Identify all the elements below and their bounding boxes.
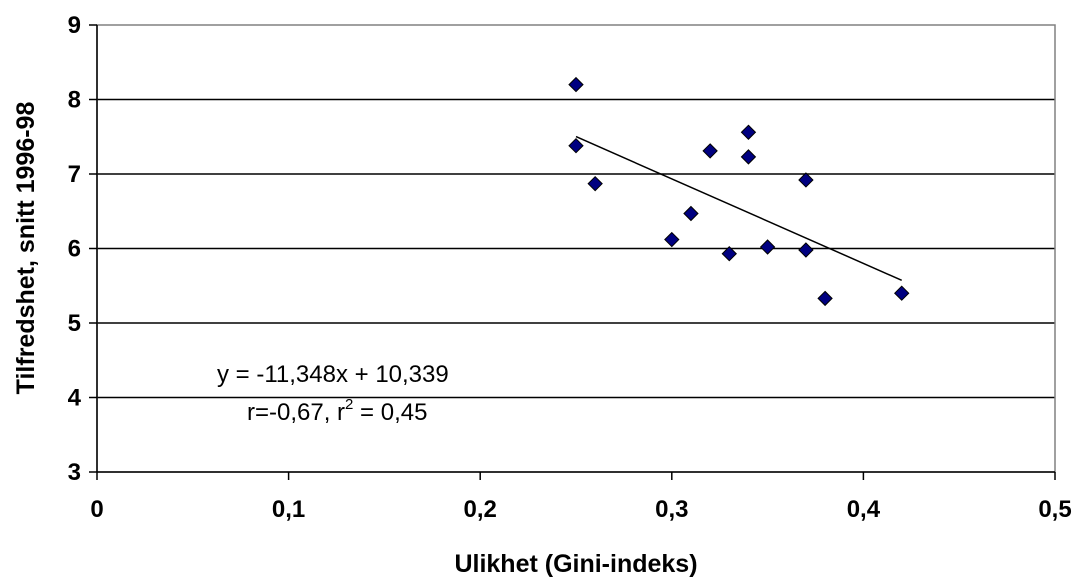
data-point (683, 205, 699, 222)
stats-superscript: 2 (345, 396, 353, 413)
data-points (568, 76, 910, 307)
gridlines (97, 98, 1055, 399)
stats-suffix: = 0,45 (353, 399, 427, 426)
x-tick-label: 0,2 (464, 496, 497, 523)
data-point (759, 239, 776, 255)
data-point (740, 149, 757, 165)
x-tick-label: 0,4 (847, 496, 881, 523)
x-tick-label: 0 (90, 496, 103, 523)
data-point (817, 290, 833, 307)
x-tick-label: 0,5 (1038, 496, 1071, 523)
y-tick-label: 8 (68, 87, 81, 114)
data-point (664, 231, 680, 248)
y-tick-label: 6 (68, 236, 81, 263)
data-point (702, 143, 718, 159)
x-tick-label: 0,1 (272, 496, 305, 523)
y-tick-label: 3 (68, 459, 81, 486)
data-point (798, 242, 814, 258)
data-point (568, 76, 584, 93)
stats-prefix: r=-0,67, r (247, 399, 345, 426)
y-tick-label: 4 (68, 385, 82, 412)
data-point (740, 124, 757, 140)
data-point (894, 285, 910, 301)
y-tick-label: 9 (68, 12, 81, 39)
x-tick-label: 0,3 (655, 496, 688, 523)
data-point (798, 172, 814, 188)
x-axis-title: Ulikhet (Gini-indeks) (454, 550, 697, 578)
correlation-stats: r=-0,67, r2 = 0,45 (247, 396, 427, 426)
data-point (568, 137, 584, 154)
trendline (575, 135, 903, 282)
y-tick-label: 5 (68, 310, 81, 337)
x-tick-labels: 0 0,1 0,2 0,3 0,4 0,5 (90, 472, 1072, 523)
data-point (587, 175, 603, 192)
y-tick-label: 7 (68, 161, 81, 188)
y-axis-title: Tilfredshet, snitt 1996-98 (12, 102, 40, 395)
y-tick-labels: 3 4 5 6 7 8 9 (68, 12, 97, 486)
data-point (721, 246, 737, 262)
trendline-equation: y = -11,348x + 10,339 (217, 361, 449, 388)
